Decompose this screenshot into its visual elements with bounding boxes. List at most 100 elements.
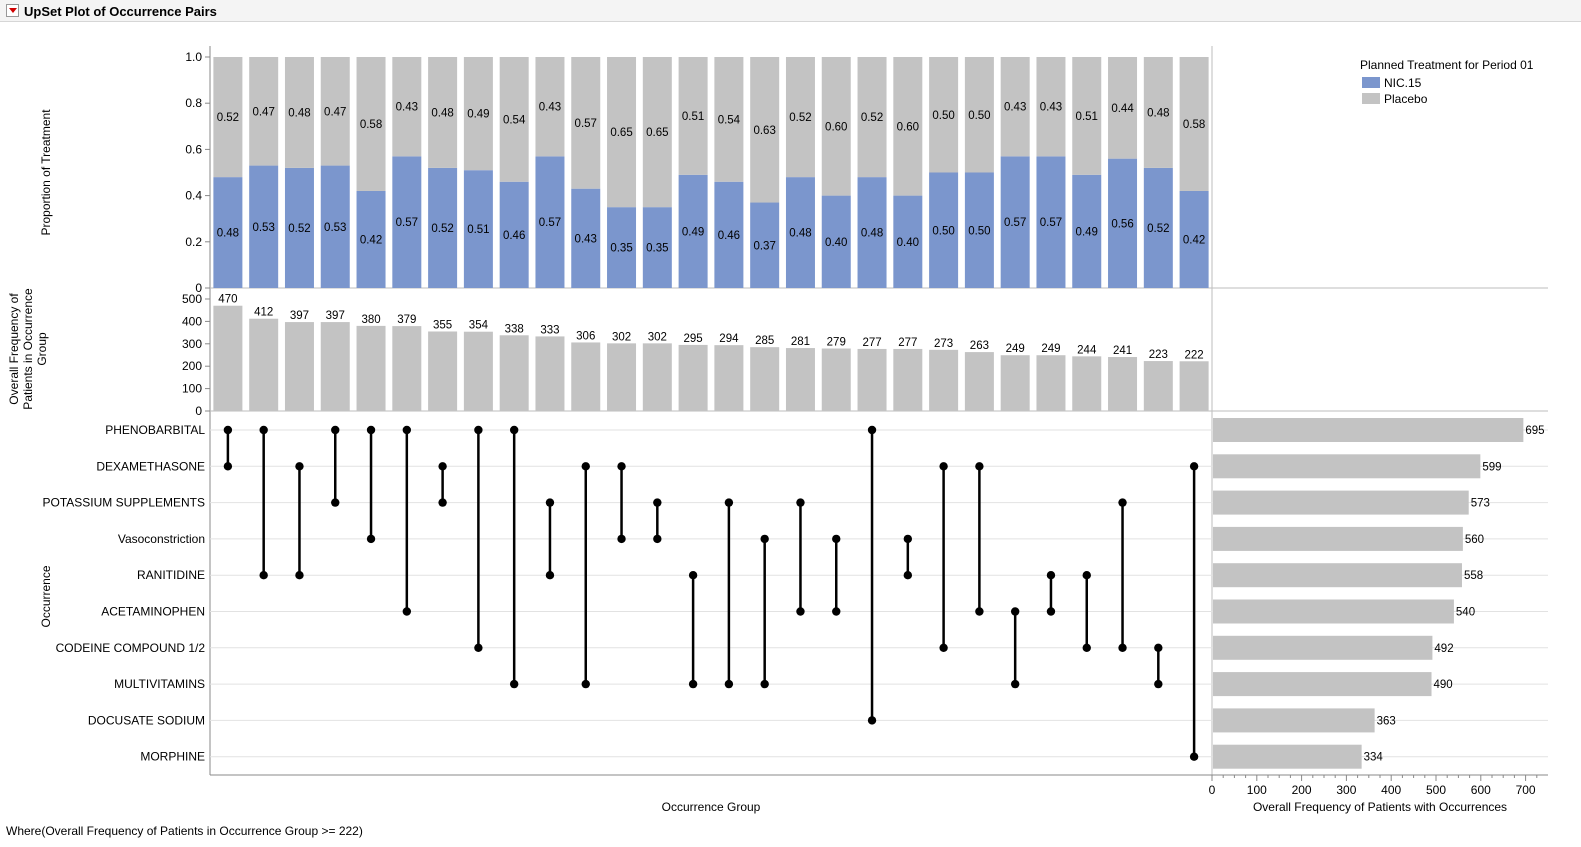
proportion-panel: 0 0.2 0.4 0.6 0.8 1.0 0.48 0.52 0.53 0.47 0.52 0.48… xyxy=(185,50,1209,295)
nic-bar xyxy=(213,177,243,288)
occurrence-label: ACETAMINOPHEN xyxy=(101,605,205,619)
legend-swatch-nic xyxy=(1362,77,1380,88)
proportion-tick-label: 1.0 xyxy=(185,50,202,64)
pair-dot xyxy=(509,679,519,689)
occurrence-frequency-label: 334 xyxy=(1364,752,1384,764)
placebo-bar xyxy=(821,57,851,196)
nic-bar xyxy=(392,156,422,288)
placebo-data-label: 0.49 xyxy=(467,109,489,121)
nic-bar xyxy=(356,190,386,288)
report-title: UpSet Plot of Occurrence Pairs xyxy=(24,4,217,19)
placebo-data-label: 0.57 xyxy=(575,118,597,130)
pair-dot xyxy=(474,425,483,435)
placebo-data-label: 0.60 xyxy=(825,121,847,133)
placebo-data-label: 0.43 xyxy=(539,102,561,114)
group-frequency-label: 277 xyxy=(898,337,917,349)
occurrence-frequency-label: 573 xyxy=(1471,498,1490,510)
pair-dot xyxy=(688,571,698,580)
nic-bar xyxy=(964,172,994,288)
pair-dot xyxy=(223,425,233,435)
frequency-tick-label: 100 xyxy=(182,382,202,396)
group-frequency-label: 380 xyxy=(361,314,380,326)
pair-dot xyxy=(653,534,662,544)
pair-dot xyxy=(688,679,698,689)
pair-dot xyxy=(295,571,304,580)
pair-dot xyxy=(1154,679,1163,689)
pair-dot xyxy=(724,498,734,507)
pair-dot xyxy=(903,534,913,544)
pair-dot xyxy=(1189,752,1199,761)
group-frequency-label: 355 xyxy=(433,319,452,331)
placebo-data-label: 0.52 xyxy=(861,112,883,124)
nic-data-label: 0.51 xyxy=(467,224,489,236)
nic-bar xyxy=(571,188,601,288)
pair-dot xyxy=(1118,643,1127,652)
nic-bar xyxy=(642,207,672,288)
placebo-bar xyxy=(607,57,637,208)
nic-data-label: 0.52 xyxy=(288,223,310,235)
proportion-tick-label: 0.6 xyxy=(185,142,202,156)
pair-dot xyxy=(259,425,268,435)
placebo-bar xyxy=(714,57,744,182)
occurrence-frequency-label: 540 xyxy=(1456,607,1475,619)
treatment-legend[interactable]: Planned Treatment for Period 01 NIC.15 Pla… xyxy=(1360,58,1534,106)
placebo-bar xyxy=(1179,57,1209,191)
occurrence-frequency-panel: 0 100 200 300 400 500 600 700 695 599 573 560 558 540… xyxy=(1209,418,1545,797)
proportion-tick-label: 0.8 xyxy=(185,96,202,110)
placebo-bar xyxy=(750,57,780,203)
occurrence-frequency-label: 695 xyxy=(1525,425,1544,437)
report-header: UpSet Plot of Occurrence Pairs xyxy=(0,0,1581,22)
placebo-bar xyxy=(213,57,243,178)
group-frequency-label: 302 xyxy=(612,331,631,343)
group-frequency-bar xyxy=(607,343,637,411)
placebo-data-label: 0.65 xyxy=(610,127,632,139)
placebo-bar xyxy=(571,57,601,189)
group-frequency-label: 379 xyxy=(397,314,416,326)
occurrence-tick-label: 700 xyxy=(1516,783,1536,797)
occurrence-label: DEXAMETHASONE xyxy=(96,459,205,473)
placebo-data-label: 0.65 xyxy=(646,127,668,139)
frequency-axis-title-line: Overall Frequency of xyxy=(7,293,21,405)
group-frequency-label: 295 xyxy=(684,333,703,345)
occurrence-label: MULTIVITAMINS xyxy=(114,677,205,691)
occurrence-tick-label: 400 xyxy=(1381,783,1401,797)
nic-data-label: 0.49 xyxy=(682,226,704,238)
nic-bar xyxy=(284,167,314,288)
occurrence-frequency-bar xyxy=(1213,418,1524,442)
nic-bar xyxy=(499,181,529,288)
placebo-data-label: 0.47 xyxy=(324,106,346,118)
pair-dot xyxy=(724,679,734,689)
nic-data-label: 0.40 xyxy=(825,237,847,249)
proportion-tick-label: 0.4 xyxy=(185,189,202,203)
pair-dot xyxy=(1154,643,1163,652)
pair-dot xyxy=(1010,679,1020,689)
group-frequency-label: 470 xyxy=(218,294,237,306)
group-frequency-bar xyxy=(320,322,350,411)
axis-titles: Proportion of Treatment Overall Frequency… xyxy=(7,109,1507,814)
pair-dot xyxy=(223,462,233,471)
pair-dot xyxy=(295,462,304,471)
frequency-tick-label: 400 xyxy=(182,314,202,328)
pair-dot xyxy=(1082,643,1091,652)
frequency-tick-label: 500 xyxy=(182,292,202,306)
occurrence-frequency-label: 558 xyxy=(1464,570,1483,582)
group-frequency-bar xyxy=(535,336,565,411)
disclosure-toggle-button[interactable] xyxy=(6,4,19,17)
pair-dot xyxy=(509,425,519,435)
placebo-data-label: 0.51 xyxy=(1076,111,1098,123)
occurrence-label: CODEINE COMPOUND 1/2 xyxy=(56,641,206,655)
occurrence-label: MORPHINE xyxy=(140,750,205,764)
group-frequency-bar xyxy=(1036,355,1066,411)
nic-bar xyxy=(750,202,780,288)
pair-dot xyxy=(366,534,376,544)
group-frequency-bar xyxy=(678,344,708,411)
placebo-bar xyxy=(463,57,493,171)
group-frequency-bar xyxy=(356,325,386,411)
nic-data-label: 0.35 xyxy=(610,243,632,255)
pair-dot xyxy=(474,643,483,652)
where-clause: Where(Overall Frequency of Patients in O… xyxy=(6,824,363,838)
occurrence-frequency-bar xyxy=(1213,526,1463,551)
placebo-bar xyxy=(1072,57,1102,175)
legend-label-nic: NIC.15 xyxy=(1384,76,1422,90)
